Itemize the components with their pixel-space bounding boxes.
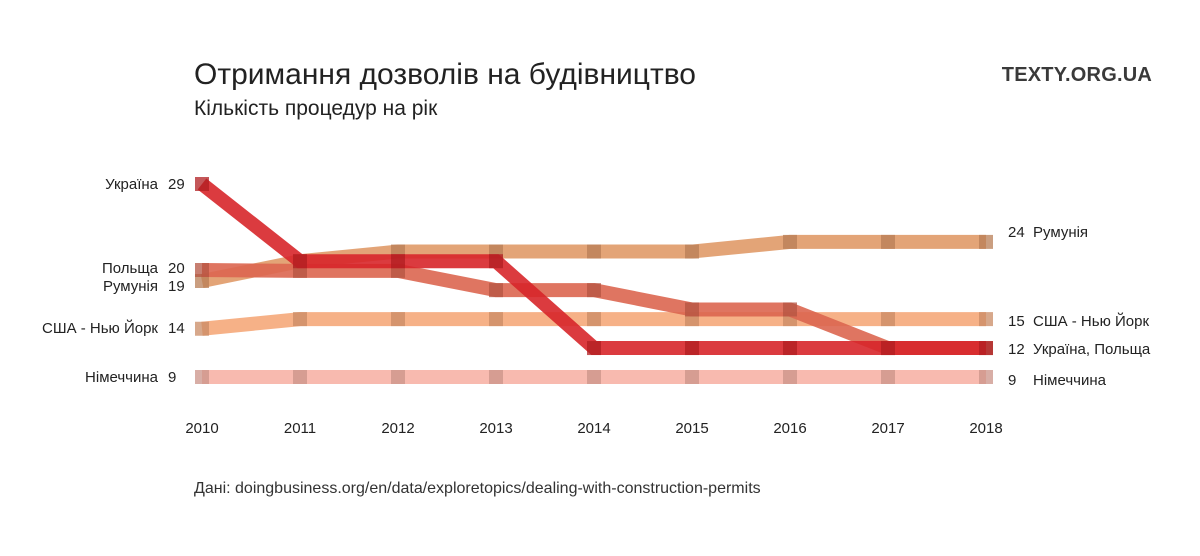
data-point <box>587 244 601 259</box>
data-point <box>195 321 209 336</box>
x-tick-label: 2016 <box>773 420 806 437</box>
data-point <box>293 370 307 384</box>
data-point <box>881 370 895 384</box>
x-tick-label: 2017 <box>871 420 904 437</box>
x-tick-label: 2012 <box>381 420 414 437</box>
end-label-name: Німеччина <box>1033 372 1107 389</box>
data-point <box>195 370 209 384</box>
data-point <box>685 244 699 259</box>
data-point <box>391 312 405 327</box>
start-label-name: Румунія <box>103 278 158 295</box>
x-tick-label: 2018 <box>969 420 1002 437</box>
start-label-name: Україна <box>105 176 159 193</box>
start-label-name: США - Нью Йорк <box>42 319 158 337</box>
start-label-value: 29 <box>168 176 185 193</box>
data-point <box>685 370 699 384</box>
data-point <box>293 254 307 269</box>
data-point <box>195 263 209 277</box>
data-point <box>979 312 993 327</box>
brand-logo[interactable]: TEXTY.ORG.UA <box>1001 64 1152 86</box>
x-tick-label: 2013 <box>479 420 512 437</box>
data-point <box>489 254 503 269</box>
data-source: Дані: doingbusiness.org/en/data/exploret… <box>194 480 761 497</box>
series-0-group <box>195 370 993 384</box>
data-point <box>391 370 405 384</box>
data-point <box>979 234 993 249</box>
data-point <box>783 341 797 356</box>
start-label-name: Німеччина <box>85 369 159 386</box>
data-point <box>293 312 307 327</box>
data-point <box>979 370 993 384</box>
end-label-value: 24 <box>1008 224 1025 241</box>
data-point <box>881 234 895 249</box>
end-label-value: 9 <box>1008 372 1016 389</box>
data-point <box>587 283 601 298</box>
end-label-name: Україна, Польща <box>1033 341 1151 358</box>
chart-title: Отримання дозволів на будівництво <box>194 58 696 91</box>
data-point <box>489 312 503 327</box>
data-point <box>587 312 601 327</box>
data-point <box>587 370 601 384</box>
data-point <box>489 370 503 384</box>
data-point <box>195 274 209 288</box>
data-point <box>685 302 699 317</box>
end-label-value: 15 <box>1008 313 1025 330</box>
start-label-value: 19 <box>168 278 185 295</box>
data-point <box>881 341 895 356</box>
data-point <box>881 312 895 327</box>
start-label-value: 14 <box>168 320 185 337</box>
start-label-name: Польща <box>102 260 159 277</box>
data-point <box>783 370 797 384</box>
data-point <box>195 177 209 191</box>
x-tick-label: 2010 <box>185 420 218 437</box>
data-point <box>783 302 797 317</box>
data-point <box>783 234 797 249</box>
end-label-value: 12 <box>1008 341 1025 358</box>
data-point <box>979 341 993 356</box>
start-label-value: 9 <box>168 369 176 386</box>
data-point <box>685 341 699 356</box>
data-point <box>587 341 601 356</box>
x-tick-label: 2015 <box>675 420 708 437</box>
data-point <box>489 283 503 298</box>
series-1-group <box>195 312 993 336</box>
series-3-line <box>201 263 986 356</box>
series-4-group <box>195 177 993 356</box>
data-point <box>391 254 405 269</box>
end-label-name: Румунія <box>1033 224 1088 241</box>
end-label-name: США - Нью Йорк <box>1033 312 1149 330</box>
start-label-value: 20 <box>168 260 185 277</box>
x-tick-label: 2011 <box>284 420 316 437</box>
x-tick-label: 2014 <box>577 420 610 437</box>
chart-subtitle: Кількість процедур на рік <box>194 97 438 120</box>
